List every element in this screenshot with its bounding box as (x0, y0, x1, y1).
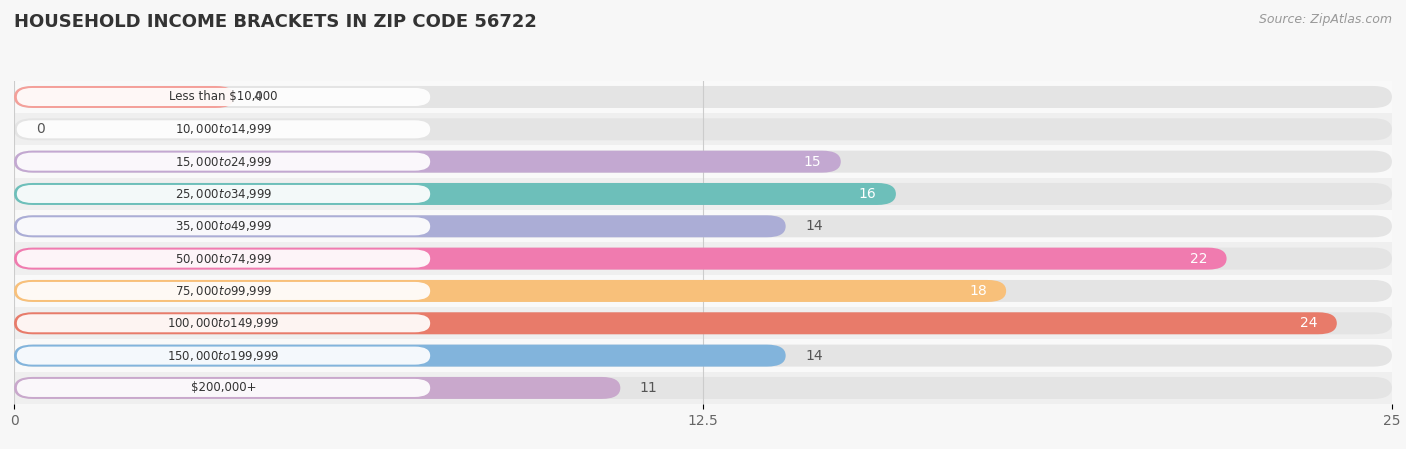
FancyBboxPatch shape (14, 377, 1392, 399)
Bar (14, 145, 1392, 178)
Bar (14, 113, 1392, 145)
Text: 4: 4 (254, 90, 263, 104)
Text: HOUSEHOLD INCOME BRACKETS IN ZIP CODE 56722: HOUSEHOLD INCOME BRACKETS IN ZIP CODE 56… (14, 13, 537, 31)
FancyBboxPatch shape (14, 216, 786, 237)
FancyBboxPatch shape (17, 88, 430, 106)
Text: $15,000 to $24,999: $15,000 to $24,999 (174, 154, 273, 169)
FancyBboxPatch shape (14, 248, 1392, 269)
Text: $150,000 to $199,999: $150,000 to $199,999 (167, 348, 280, 363)
FancyBboxPatch shape (17, 347, 430, 365)
FancyBboxPatch shape (14, 313, 1392, 334)
FancyBboxPatch shape (14, 183, 1392, 205)
FancyBboxPatch shape (17, 217, 430, 235)
Text: 14: 14 (806, 348, 823, 363)
FancyBboxPatch shape (14, 280, 1392, 302)
Bar (14, 307, 1392, 339)
Bar (14, 242, 1392, 275)
FancyBboxPatch shape (14, 280, 1007, 302)
Text: 14: 14 (806, 219, 823, 233)
FancyBboxPatch shape (14, 216, 1392, 237)
Bar (14, 372, 1392, 404)
Bar (14, 210, 1392, 242)
FancyBboxPatch shape (14, 345, 1392, 366)
FancyBboxPatch shape (14, 151, 841, 172)
Text: $35,000 to $49,999: $35,000 to $49,999 (174, 219, 273, 233)
Text: 0: 0 (37, 122, 45, 136)
FancyBboxPatch shape (14, 151, 1392, 172)
Text: 16: 16 (859, 187, 876, 201)
Text: Source: ZipAtlas.com: Source: ZipAtlas.com (1258, 13, 1392, 26)
FancyBboxPatch shape (14, 313, 1337, 334)
Text: 24: 24 (1301, 316, 1317, 330)
FancyBboxPatch shape (17, 282, 430, 300)
FancyBboxPatch shape (14, 345, 786, 366)
FancyBboxPatch shape (17, 153, 430, 171)
Text: $25,000 to $34,999: $25,000 to $34,999 (174, 187, 273, 201)
FancyBboxPatch shape (17, 314, 430, 332)
Bar (14, 178, 1392, 210)
Text: 22: 22 (1189, 251, 1208, 266)
FancyBboxPatch shape (17, 120, 430, 138)
FancyBboxPatch shape (14, 377, 620, 399)
FancyBboxPatch shape (14, 86, 235, 108)
Text: $10,000 to $14,999: $10,000 to $14,999 (174, 122, 273, 136)
Text: 18: 18 (969, 284, 987, 298)
FancyBboxPatch shape (14, 183, 896, 205)
Bar (14, 275, 1392, 307)
FancyBboxPatch shape (17, 185, 430, 203)
FancyBboxPatch shape (17, 379, 430, 397)
Text: $100,000 to $149,999: $100,000 to $149,999 (167, 316, 280, 330)
Text: $50,000 to $74,999: $50,000 to $74,999 (174, 251, 273, 266)
Text: 15: 15 (804, 154, 821, 169)
Bar (14, 81, 1392, 113)
Text: 11: 11 (640, 381, 658, 395)
Text: $200,000+: $200,000+ (191, 382, 256, 394)
FancyBboxPatch shape (14, 86, 1392, 108)
Text: $75,000 to $99,999: $75,000 to $99,999 (174, 284, 273, 298)
FancyBboxPatch shape (17, 250, 430, 268)
FancyBboxPatch shape (14, 119, 1392, 140)
Text: Less than $10,000: Less than $10,000 (169, 91, 278, 103)
Bar (14, 339, 1392, 372)
FancyBboxPatch shape (14, 248, 1226, 269)
